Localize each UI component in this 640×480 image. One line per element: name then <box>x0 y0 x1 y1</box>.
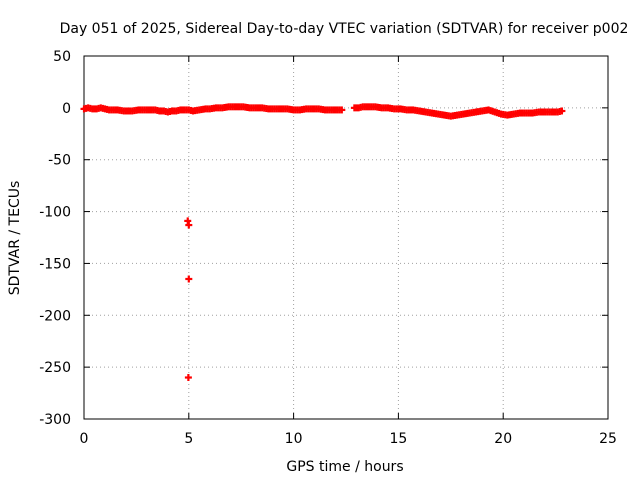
x-tick-label: 0 <box>80 431 89 447</box>
y-tick-label: -250 <box>39 360 71 376</box>
y-tick-label: -300 <box>39 412 71 428</box>
y-tick-label: 0 <box>62 101 71 117</box>
y-tick-label: -100 <box>39 205 71 221</box>
data-point <box>185 221 193 229</box>
x-tick-label: 5 <box>184 431 193 447</box>
plot-frame <box>83 55 609 420</box>
data-point <box>558 107 566 115</box>
data-point <box>185 275 193 283</box>
y-tick-label: -150 <box>39 256 71 272</box>
y-tick-label: -200 <box>39 308 71 324</box>
axis-ticks <box>83 55 609 420</box>
y-tick-label: 50 <box>53 49 71 65</box>
y-tick-label: -50 <box>48 153 71 169</box>
tick-labels: 0 5 10 15 20 25 50 0 -50 -100 -150 -200 -250 -300 <box>39 49 617 447</box>
x-tick-label: 20 <box>494 431 512 447</box>
x-tick-label: 25 <box>599 431 617 447</box>
data-point <box>184 374 192 382</box>
data-point <box>338 106 346 114</box>
y-axis-label: SDTVAR / TECUs <box>7 181 23 296</box>
x-tick-label: 15 <box>389 431 407 447</box>
data-points <box>80 103 566 382</box>
x-tick-label: 10 <box>285 431 303 447</box>
x-axis-label: GPS time / hours <box>286 459 403 475</box>
chart-title: Day 051 of 2025, Sidereal Day-to-day VTE… <box>60 21 629 37</box>
